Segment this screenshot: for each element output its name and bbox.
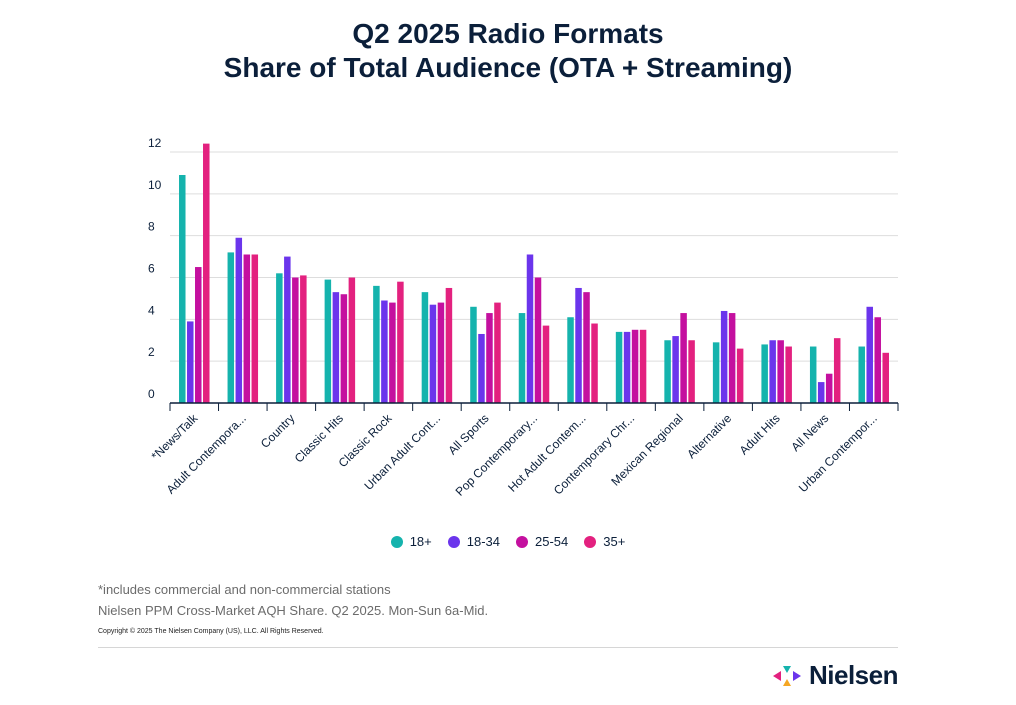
chart-title-line1: Q2 2025 Radio Formats: [352, 18, 664, 49]
legend-label: 18+: [409, 534, 432, 549]
bar: [284, 256, 291, 403]
legend-swatch: [584, 535, 597, 548]
bar: [761, 344, 768, 403]
bar: [664, 340, 671, 403]
nielsen-logo: Nielsen: [771, 660, 899, 691]
bar: [243, 254, 251, 403]
bar: [486, 313, 493, 403]
x-tick-label: All News: [788, 411, 831, 454]
bar: [437, 302, 445, 403]
x-tick-label: Contemporary Chr...: [551, 411, 637, 497]
bar: [526, 254, 534, 403]
y-tick-label: 6: [148, 262, 155, 276]
bar: [874, 317, 881, 403]
x-tick-label: Alternative: [684, 411, 734, 461]
legend-item: 35+: [584, 534, 625, 549]
bar: [672, 336, 679, 403]
copyright-notice: Copyright © 2025 The Nielsen Company (US…: [98, 628, 324, 635]
bar: [736, 348, 744, 403]
y-tick-label: 4: [148, 303, 155, 317]
bar: [187, 321, 194, 403]
bar: [397, 281, 404, 403]
bar: [785, 346, 792, 403]
bar: [631, 329, 639, 403]
bar: [817, 382, 825, 403]
x-tick-label: Adult Hits: [737, 411, 783, 457]
y-tick-label: 0: [148, 387, 155, 401]
bar: [542, 325, 550, 403]
chart-title-line2: Share of Total Audience (OTA + Streaming…: [223, 52, 793, 83]
bar: [680, 313, 687, 403]
bar: [583, 292, 590, 403]
bar: [825, 373, 833, 403]
bar: [332, 292, 340, 403]
bar: [478, 333, 485, 403]
bar: [373, 285, 380, 403]
legend-label: 25-54: [535, 534, 569, 549]
y-tick-label: 10: [148, 178, 162, 192]
bar: [728, 313, 736, 403]
legend-label: 18-34: [466, 534, 500, 549]
bar: [381, 300, 388, 403]
bar: [720, 310, 728, 403]
y-tick-label: 8: [148, 220, 155, 234]
bar: [688, 340, 695, 403]
legend-item: 18+: [390, 534, 432, 549]
bar: [292, 277, 299, 403]
bar: [639, 329, 647, 403]
bar: [429, 304, 437, 403]
x-tick-label: All Sports: [445, 411, 491, 457]
bar: [389, 302, 396, 403]
legend-item: 18-34: [447, 534, 500, 549]
bar: [340, 294, 348, 403]
legend-swatch: [390, 535, 403, 548]
x-tick-label: *News/Talk: [149, 411, 202, 464]
bar: [623, 331, 631, 403]
bar: [227, 252, 235, 403]
bar: [518, 313, 526, 403]
x-tick-label: Country: [258, 411, 298, 451]
legend-item: 25-54: [516, 534, 568, 549]
y-tick-label: 2: [148, 345, 155, 359]
bar: [300, 275, 307, 403]
bar: [445, 287, 453, 403]
bar: [777, 340, 784, 403]
bar: [251, 254, 259, 403]
nielsen-logo-icon: [773, 665, 801, 686]
bar: [809, 346, 817, 403]
bar: [494, 302, 501, 403]
bar: [866, 306, 873, 403]
bar: [179, 175, 186, 403]
bar: [769, 340, 776, 403]
footnote-commercial: *includes commercial and non-commercial …: [98, 582, 391, 597]
bar: [470, 306, 477, 403]
bar: [615, 331, 623, 403]
bar: [833, 338, 841, 403]
bar: [421, 292, 429, 403]
bar: [567, 317, 574, 403]
bar: [575, 287, 582, 403]
legend-swatch: [516, 535, 528, 548]
bar: [276, 273, 283, 403]
bar: [203, 143, 210, 403]
legend-label: 35+: [603, 534, 626, 549]
bar: [534, 277, 542, 403]
bar: [235, 237, 243, 403]
legend-swatch: [447, 535, 460, 548]
bar: [348, 277, 356, 403]
bar: [324, 279, 332, 403]
bar: [712, 342, 720, 403]
nielsen-logo-text: Nielsen: [809, 660, 899, 690]
footnote-source: Nielsen PPM Cross-Market AQH Share. Q2 2…: [98, 603, 489, 618]
chart-legend: 18+ 18-34 25-54 35+: [0, 534, 1016, 549]
bar: [195, 267, 202, 403]
bar: [591, 323, 598, 403]
x-tick-label: Pop Contemporary...: [453, 411, 541, 499]
bar: [882, 352, 889, 403]
footer-divider: [98, 647, 898, 648]
bar: [858, 346, 865, 403]
y-tick-label: 12: [148, 136, 162, 150]
